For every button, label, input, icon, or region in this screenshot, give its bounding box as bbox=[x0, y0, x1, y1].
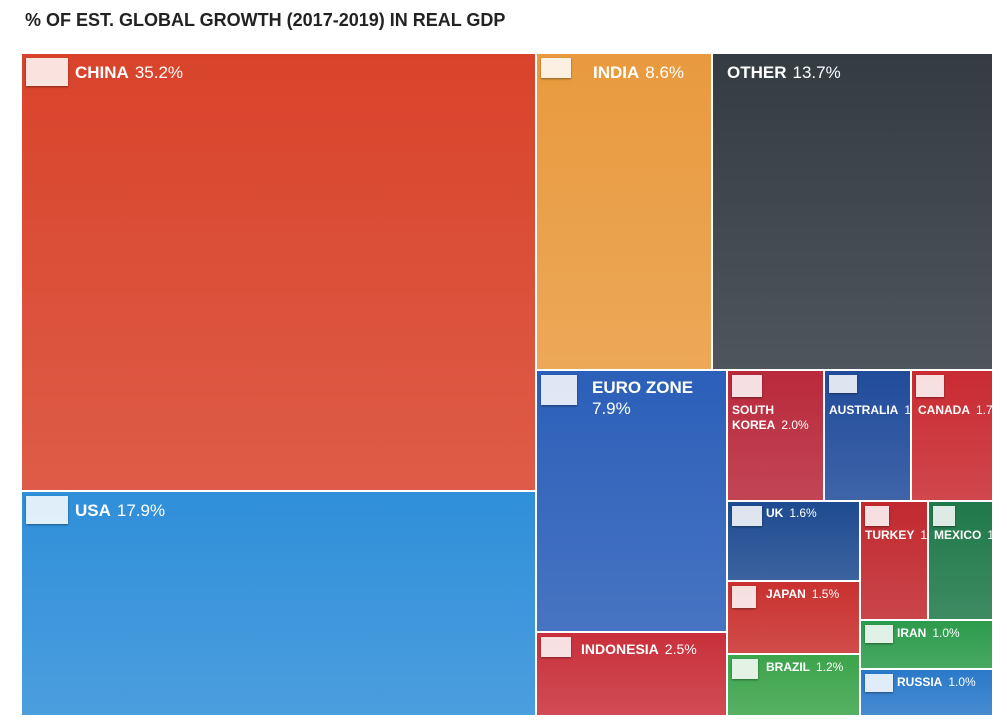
value-label: 1.2% bbox=[987, 528, 992, 542]
value-label: 35.2% bbox=[134, 63, 184, 82]
tile: OTHER 13.7% bbox=[713, 54, 992, 369]
tile: CHINA 35.2% bbox=[22, 54, 535, 490]
flag bbox=[732, 375, 762, 397]
tile-label: UK 1.6% bbox=[766, 506, 856, 521]
category-label: CANADA bbox=[918, 403, 970, 417]
tile: TURKEY 1.2% bbox=[861, 502, 927, 619]
value-label: 17.9% bbox=[116, 501, 166, 520]
flag bbox=[865, 506, 889, 526]
tile: RUSSIA 1.0% bbox=[861, 670, 992, 715]
tile-label: TURKEY 1.2% bbox=[865, 528, 927, 543]
tile-label: USA 17.9% bbox=[75, 500, 475, 521]
tile: BRAZIL 1.2% bbox=[728, 655, 859, 715]
tile-label: SOUTH KOREA 2.0% bbox=[732, 403, 812, 433]
category-label: IRAN bbox=[897, 626, 927, 640]
tile-label: EURO ZONE 7.9% bbox=[592, 377, 702, 420]
category-label: SOUTH KOREA bbox=[732, 403, 776, 432]
tile: EURO ZONE 7.9% bbox=[537, 371, 726, 631]
tile: JAPAN 1.5% bbox=[728, 582, 859, 653]
tile: INDIA 8.6% bbox=[537, 54, 711, 369]
flag bbox=[732, 659, 758, 679]
value-label: 1.6% bbox=[789, 506, 817, 520]
tile: USA 17.9% bbox=[22, 492, 535, 715]
tile: UK 1.6% bbox=[728, 502, 859, 580]
tile: INDONESIA 2.5% bbox=[537, 633, 726, 715]
value-label: 1.5% bbox=[811, 587, 840, 601]
category-label: OTHER bbox=[727, 63, 787, 82]
category-label: AUSTRALIA bbox=[829, 403, 899, 417]
tile-label: INDONESIA 2.5% bbox=[581, 641, 721, 659]
value-label: 1.0% bbox=[948, 675, 976, 689]
flag bbox=[26, 496, 68, 524]
flag bbox=[732, 506, 762, 526]
tile-label: BRAZIL 1.2% bbox=[766, 660, 856, 675]
tile-label: MEXICO 1.2% bbox=[934, 528, 992, 543]
tile: SOUTH KOREA 2.0% bbox=[728, 371, 823, 500]
tile-label: RUSSIA 1.0% bbox=[897, 675, 987, 690]
tile-label: JAPAN 1.5% bbox=[766, 587, 856, 602]
flag bbox=[541, 637, 571, 657]
value-label: 2.0% bbox=[781, 418, 809, 432]
flag bbox=[541, 375, 577, 405]
flag bbox=[26, 58, 68, 86]
category-label: UK bbox=[766, 506, 784, 520]
flag bbox=[732, 586, 756, 608]
flag bbox=[865, 625, 893, 643]
flag bbox=[865, 674, 893, 692]
tile-label: CHINA 35.2% bbox=[75, 62, 475, 83]
tile-label: AUSTRALIA 1.8% bbox=[829, 403, 910, 418]
flag bbox=[933, 506, 955, 526]
category-label: EURO ZONE bbox=[592, 378, 694, 397]
tile-label: CANADA 1.7% bbox=[918, 403, 992, 418]
category-label: JAPAN bbox=[766, 587, 806, 601]
flag bbox=[541, 58, 571, 78]
category-label: TURKEY bbox=[865, 528, 915, 542]
category-label: RUSSIA bbox=[897, 675, 943, 689]
value-label: 1.7% bbox=[976, 403, 992, 417]
value-label: 8.6% bbox=[645, 63, 685, 82]
value-label: 1.2% bbox=[920, 528, 927, 542]
category-label: USA bbox=[75, 501, 111, 520]
value-label: 7.9% bbox=[592, 399, 631, 419]
chart-title: % OF EST. GLOBAL GROWTH (2017-2019) IN R… bbox=[25, 10, 506, 30]
value-label: 1.8% bbox=[904, 403, 910, 417]
tile: CANADA 1.7% bbox=[912, 371, 992, 500]
value-label: 13.7% bbox=[792, 63, 841, 82]
category-label: BRAZIL bbox=[766, 660, 810, 674]
tile: MEXICO 1.2% bbox=[929, 502, 992, 619]
tile: AUSTRALIA 1.8% bbox=[825, 371, 910, 500]
flag bbox=[829, 375, 857, 393]
tile-label: INDIA 8.6% bbox=[593, 62, 711, 83]
category-label: CHINA bbox=[75, 63, 129, 82]
flag bbox=[916, 375, 944, 397]
tile-label: IRAN 1.0% bbox=[897, 626, 987, 641]
category-label: INDIA bbox=[593, 63, 640, 82]
value-label: 1.2% bbox=[816, 660, 844, 674]
tile-label: OTHER 13.7% bbox=[727, 62, 977, 83]
tile: IRAN 1.0% bbox=[861, 621, 992, 668]
category-label: MEXICO bbox=[934, 528, 982, 542]
category-label: INDONESIA bbox=[581, 641, 659, 657]
value-label: 2.5% bbox=[664, 641, 697, 657]
value-label: 1.0% bbox=[932, 626, 960, 640]
